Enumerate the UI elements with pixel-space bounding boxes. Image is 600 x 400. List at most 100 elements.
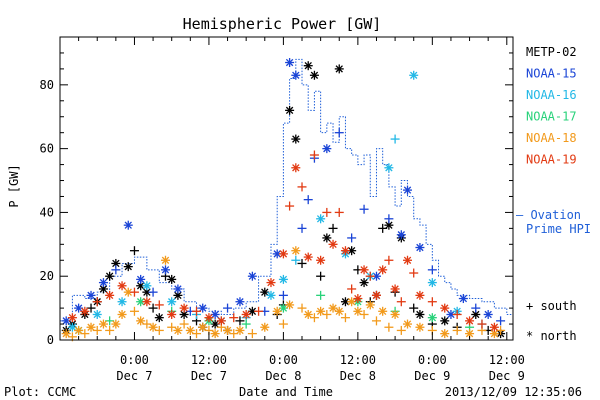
north-marker [353,294,363,304]
marker-stroke [285,106,294,115]
plot-frame [59,36,514,341]
marker-stroke [167,298,176,306]
south-marker [297,223,307,233]
marker-stroke [124,262,132,271]
north-marker [98,278,108,288]
y-tick-label: 20 [40,269,54,283]
north-marker [303,61,313,71]
south-marker [129,287,139,297]
north-marker [322,233,332,243]
legend: METP-02 NOAA-15 NOAA-16 NOAA-17 NOAA-18 NOAA-… [516,45,591,236]
x-tick-time: 0:00 [269,353,298,367]
marker-stroke [105,291,114,300]
marker-stroke [155,313,163,322]
north-marker [154,313,164,323]
marker-stroke [378,266,387,274]
marker-stroke [167,310,176,319]
marker-stroke [217,317,226,325]
south-marker [179,319,189,329]
south-marker [409,303,419,313]
south-marker [297,303,307,313]
marker-stroke [248,272,257,280]
marker-stroke [205,313,213,322]
south-marker [192,306,202,316]
marker-stroke [62,317,70,325]
north-marker [241,309,251,319]
south-marker [409,268,419,278]
south-marker [111,265,121,275]
footer-timestamp: 2013/12/09 12:35:06 [445,385,582,399]
south-marker [384,255,394,265]
marker-stroke [124,288,132,296]
marker-stroke [273,307,281,315]
marker-stroke [465,317,474,325]
north-marker [86,322,96,332]
north-marker [291,70,301,80]
marker-stroke [81,307,89,315]
marker-stroke [99,285,108,293]
marker-stroke [428,313,437,322]
marker-stroke [248,307,257,315]
north-marker [316,306,326,316]
north-marker [359,278,369,288]
north-marker [489,322,499,332]
south-marker [471,303,481,313]
marker-stroke [441,317,449,325]
marker-stroke [136,298,145,306]
x-tick-time: 0:00 [418,353,447,367]
marker-stroke [261,323,269,331]
north-marker [160,265,170,275]
marker-stroke [180,304,188,312]
y-tick-label: 0 [47,333,54,347]
south-marker [496,316,506,326]
north-marker [403,185,413,195]
marker-stroke [292,135,300,143]
marker-stroke [136,282,145,290]
north-marker [390,309,400,319]
south-marker [427,265,437,275]
marker-stroke [428,278,437,287]
south-marker [340,313,350,323]
north-marker [309,70,319,80]
north-marker [415,309,425,319]
marker-stroke [360,278,368,287]
marker-stroke [292,71,300,79]
south-marker [303,195,313,205]
north-marker [167,274,177,284]
marker-stroke [149,323,157,331]
south-marker [365,271,375,281]
north-marker [446,309,456,319]
marker-stroke [180,310,188,319]
marker-stroke [391,285,399,293]
footer-credit: Plot: CCMC [4,385,76,399]
north-marker [98,319,108,329]
legend-entry: NOAA-19 [526,153,577,167]
north-marker [322,144,332,154]
legend-ovation-line2: Prime HPI [526,222,591,236]
north-marker [67,313,77,323]
marker-stroke [316,256,325,264]
marker-stroke [62,329,70,338]
north-marker [334,306,344,316]
north-marker [204,313,214,323]
marker-stroke [385,164,393,172]
north-marker [440,303,450,313]
marker-stroke [441,329,449,338]
north-marker [86,290,96,300]
north-marker [415,322,425,332]
north-marker [266,290,276,300]
marker-stroke [74,304,83,312]
marker-legend: + south * north [526,299,577,343]
marker-stroke [118,282,126,290]
north-marker [223,325,233,335]
north-marker [378,306,388,316]
south-marker [309,313,319,323]
north-marker [390,284,400,294]
north-marker [427,278,437,288]
south-marker [297,258,307,268]
marker-stroke [167,275,176,284]
marker-stroke [372,272,381,280]
marker-stroke [354,294,362,303]
south-marker [396,325,406,335]
marker-stroke [292,164,300,172]
